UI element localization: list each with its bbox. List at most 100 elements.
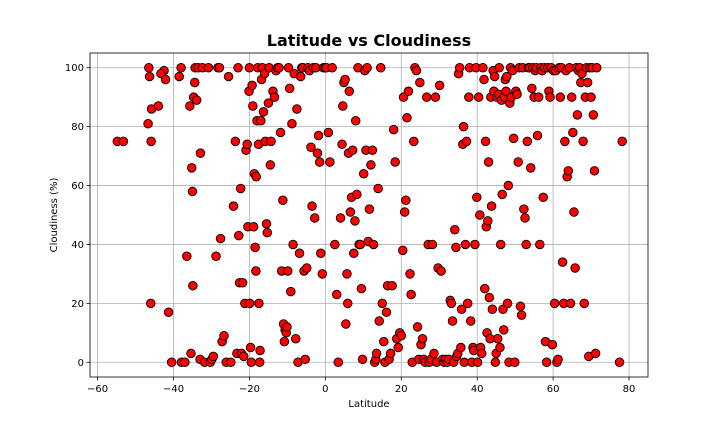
data-point: [401, 195, 411, 206]
y-tick-label: 60: [71, 181, 84, 192]
data-point: [388, 124, 399, 135]
data-point: [349, 248, 359, 259]
data-point: [436, 266, 446, 276]
data-point: [458, 121, 469, 132]
data-point: [417, 333, 428, 344]
x-tick-label: 60: [547, 384, 560, 395]
data-point: [352, 189, 362, 200]
y-axis-label: Cloudiness (%): [49, 178, 60, 253]
data-point: [180, 357, 190, 368]
data-point: [476, 348, 487, 359]
data-point: [527, 83, 537, 94]
data-point: [479, 74, 489, 85]
data-point: [255, 345, 265, 356]
data-point: [288, 239, 298, 250]
data-point: [214, 62, 225, 73]
data-point: [472, 192, 482, 203]
data-point: [492, 333, 503, 344]
data-point: [290, 333, 301, 344]
data-point: [480, 283, 490, 294]
data-point: [373, 183, 383, 194]
data-point: [191, 95, 202, 105]
data-point: [350, 216, 360, 226]
data-point: [174, 71, 184, 82]
y-tick-label: 20: [71, 299, 84, 310]
data-point: [340, 74, 350, 85]
data-point: [569, 207, 579, 217]
data-point: [356, 283, 367, 294]
data-point: [617, 136, 627, 147]
data-point: [203, 62, 214, 73]
data-point: [248, 222, 259, 232]
y-tick-label: 40: [71, 240, 84, 251]
data-point: [398, 245, 408, 256]
data-point: [553, 354, 563, 365]
data-point: [427, 239, 438, 250]
data-point: [237, 277, 248, 288]
x-tick-label: 80: [623, 384, 636, 395]
data-point: [390, 157, 400, 167]
data-point: [421, 92, 432, 102]
data-point: [341, 319, 351, 329]
data-point: [238, 351, 249, 362]
data-point: [510, 357, 520, 368]
data-point: [160, 74, 171, 85]
data-point: [153, 101, 164, 111]
data-point: [454, 62, 465, 73]
data-point: [274, 62, 284, 73]
data-point: [588, 110, 599, 120]
data-point: [251, 266, 261, 276]
data-point: [499, 325, 509, 335]
data-point: [307, 201, 317, 211]
data-point: [393, 342, 403, 353]
data-point: [456, 304, 467, 315]
data-point: [450, 224, 460, 235]
data-point: [513, 157, 523, 167]
data-point: [275, 127, 286, 138]
data-points: [112, 62, 627, 368]
data-point: [335, 213, 346, 223]
data-point: [521, 239, 531, 250]
data-point: [376, 62, 386, 73]
data-point: [190, 77, 200, 88]
data-point: [256, 115, 266, 126]
data-point: [195, 148, 206, 158]
data-point: [475, 210, 485, 220]
data-point: [368, 239, 379, 250]
data-point: [470, 239, 480, 250]
data-point: [283, 62, 294, 73]
data-point: [219, 331, 229, 341]
data-point: [483, 216, 493, 226]
data-point: [342, 269, 352, 279]
data-point: [465, 316, 476, 326]
data-point: [586, 92, 596, 102]
data-point: [245, 342, 256, 353]
x-tick-label: −60: [87, 384, 108, 395]
y-tick-label: 100: [65, 63, 84, 74]
data-point: [545, 92, 555, 102]
x-tick-label: 20: [395, 384, 408, 395]
data-point: [486, 201, 497, 211]
data-point: [364, 204, 375, 214]
data-point: [331, 289, 342, 300]
data-point: [503, 180, 514, 191]
data-point: [350, 115, 361, 126]
data-point: [187, 186, 198, 197]
data-point: [263, 98, 274, 108]
data-point: [430, 92, 441, 102]
data-point: [473, 92, 484, 102]
data-point: [345, 207, 356, 217]
data-point: [188, 280, 198, 291]
data-point: [461, 136, 472, 147]
data-point: [560, 136, 570, 147]
data-point: [294, 248, 305, 259]
data-point: [143, 118, 153, 129]
data-point: [248, 101, 258, 111]
data-point: [502, 71, 512, 82]
data-point: [144, 62, 154, 73]
data-point: [489, 71, 500, 82]
data-point: [234, 230, 244, 241]
data-point: [377, 298, 388, 309]
y-tick-label: 80: [71, 122, 84, 133]
data-point: [379, 336, 389, 347]
